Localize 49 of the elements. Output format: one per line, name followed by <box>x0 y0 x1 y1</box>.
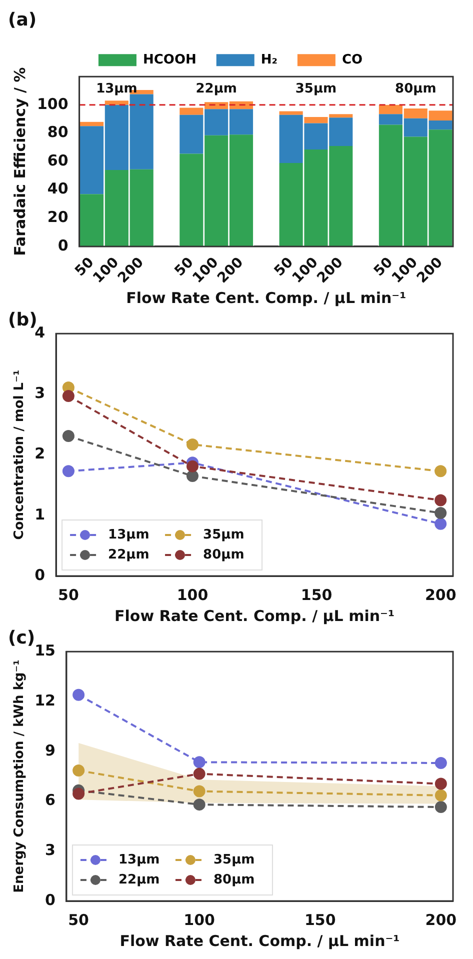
x-tick-label: 100 <box>176 586 208 604</box>
y-tick-label: 3 <box>34 384 46 402</box>
legend-label: CO <box>342 52 363 68</box>
y-tick-label: 3 <box>45 841 56 860</box>
y-tick-label: 2 <box>34 444 46 463</box>
legend-label: H₂ <box>260 52 278 68</box>
annotation: 35µm <box>295 81 337 96</box>
legend-label: 35µm <box>203 527 244 542</box>
y-tick-label: 12 <box>34 691 56 710</box>
x-tick-label: 200 <box>425 910 457 929</box>
legend-label: 13µm <box>118 852 160 868</box>
chart-title: (a) <box>8 9 37 30</box>
x-tick-label: 150 <box>304 910 336 929</box>
annotation: 13µm <box>96 81 138 96</box>
y-tick-label: 15 <box>34 641 56 660</box>
legend-label: 13µm <box>108 527 150 542</box>
chart-title: (b) <box>8 309 38 330</box>
y-tick-label: 20 <box>47 208 68 226</box>
y-axis-title: Concentration / mol L⁻¹ <box>12 370 28 540</box>
y-axis-title: Energy Consumption / kWh kg⁻¹ <box>12 660 28 893</box>
y-tick-label: 9 <box>45 741 56 760</box>
legend-label: HCOOH <box>142 52 196 68</box>
y-tick-label: 0 <box>45 890 56 909</box>
legend-label: 80µm <box>203 547 244 562</box>
x-tick-label: 150 <box>300 586 332 604</box>
x-tick-label: 100 <box>184 910 215 929</box>
y-tick-label: 80 <box>47 123 68 142</box>
y-tick-label: 60 <box>47 151 68 170</box>
legend-label: 35µm <box>213 852 255 868</box>
x-tick-label: 200 <box>424 586 456 604</box>
x-axis-title: Flow Rate Cent. Comp. / µL min⁻¹ <box>114 606 395 625</box>
y-axis-title: Faradaic Efficiency / % <box>10 67 29 256</box>
annotation: 22µm <box>196 81 237 96</box>
y-tick-label: 100 <box>37 94 68 113</box>
chart-title: (c) <box>8 627 36 648</box>
x-axis-title: Flow Rate Cent. Comp. / µL min⁻¹ <box>126 288 406 307</box>
annotation: 80µm <box>395 81 436 96</box>
y-tick-label: 6 <box>45 791 56 810</box>
legend-label: 22µm <box>108 547 150 562</box>
legend-label: 22µm <box>118 872 160 888</box>
legend-label: 80µm <box>213 872 255 888</box>
y-tick-label: 1 <box>34 505 46 524</box>
y-tick-label: 0 <box>58 236 68 254</box>
x-tick-label: 50 <box>68 910 89 929</box>
x-axis-title: Flow Rate Cent. Comp. / µL min⁻¹ <box>120 932 400 950</box>
y-tick-label: 40 <box>47 180 68 198</box>
y-tick-label: 0 <box>34 566 46 584</box>
x-tick-label: 50 <box>58 586 79 604</box>
y-tick-label: 4 <box>34 323 46 342</box>
